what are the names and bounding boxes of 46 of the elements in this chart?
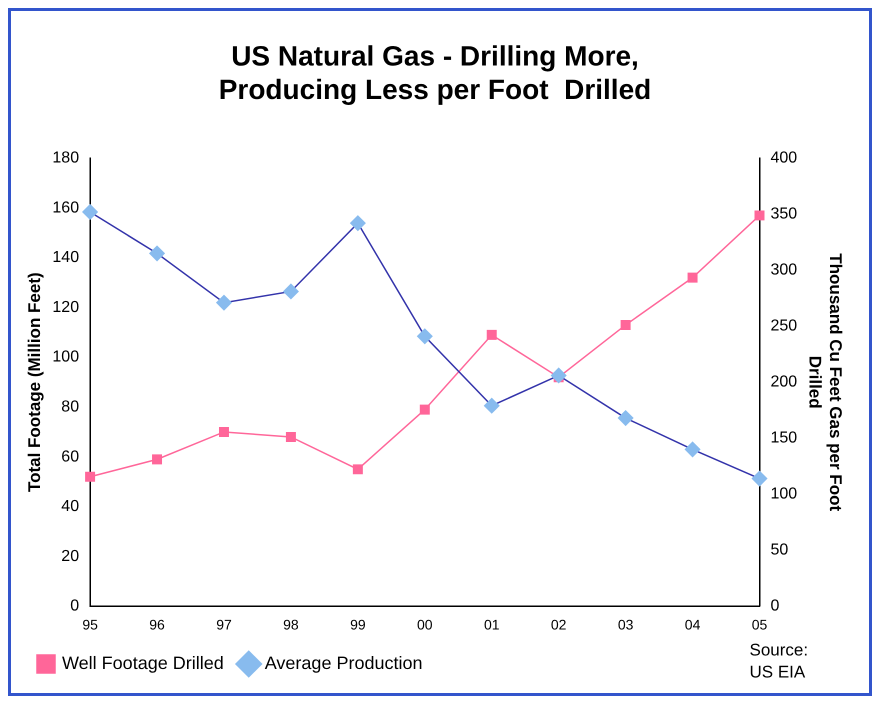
y-tick-label: 0 <box>70 598 80 615</box>
y-tick-label: 20 <box>61 548 80 565</box>
y2-axis-title: Thousand Cu Feet Gas per Foot Drilled <box>806 253 846 512</box>
point <box>486 330 497 340</box>
x-tick-label: 02 <box>550 616 567 632</box>
x-tick-label: 99 <box>350 616 366 632</box>
y2-tick-label: 100 <box>770 486 798 503</box>
chart-title: US Natural Gas - Drilling More, Producing Less per Foot Drilled <box>218 40 652 106</box>
point <box>152 454 162 464</box>
y2-tick-label: 200 <box>770 374 798 391</box>
x-tick-label: 05 <box>752 616 768 632</box>
y2-tick-label: 150 <box>770 430 798 447</box>
x-tick-label: 00 <box>417 616 433 632</box>
y-axis-title: Total Footage (Million Feet) <box>24 272 44 492</box>
y-tick-label: 100 <box>52 348 80 366</box>
y2-tick-label: 300 <box>770 262 798 279</box>
y-tick-label: 40 <box>61 498 80 516</box>
point <box>352 464 363 474</box>
point <box>218 426 229 437</box>
y2-tick-label: 400 <box>770 150 798 167</box>
x-tick-label: 98 <box>283 616 299 632</box>
y-tick-label: 140 <box>52 249 80 266</box>
x-tick-label: 97 <box>216 616 232 632</box>
point <box>688 272 698 283</box>
x-tick-label: 03 <box>618 616 634 632</box>
y-tick-label: 60 <box>61 448 80 466</box>
point <box>420 404 430 415</box>
y-tick-label: 120 <box>52 298 80 316</box>
y-tick-label: 160 <box>52 199 80 216</box>
point <box>85 472 96 482</box>
legend-label: Well Footage Drilled <box>62 652 224 673</box>
y2-tick-label: 250 <box>770 318 798 335</box>
x-tick-label: 96 <box>149 616 166 632</box>
source-note: Source: US EIA <box>750 640 808 682</box>
x-tick-label: 01 <box>484 616 500 632</box>
y2-tick-label: 350 <box>770 206 798 223</box>
point <box>620 320 631 330</box>
y2-tick-label: 0 <box>770 598 780 615</box>
x-tick-label: 95 <box>82 616 98 632</box>
y-tick-label: 180 <box>52 150 80 167</box>
legend-label: Average Production <box>264 652 423 673</box>
point <box>286 432 296 442</box>
y2-tick-label: 50 <box>770 542 788 559</box>
x-tick-label: 04 <box>684 616 701 632</box>
y-tick-label: 80 <box>61 398 80 416</box>
point <box>754 210 764 220</box>
